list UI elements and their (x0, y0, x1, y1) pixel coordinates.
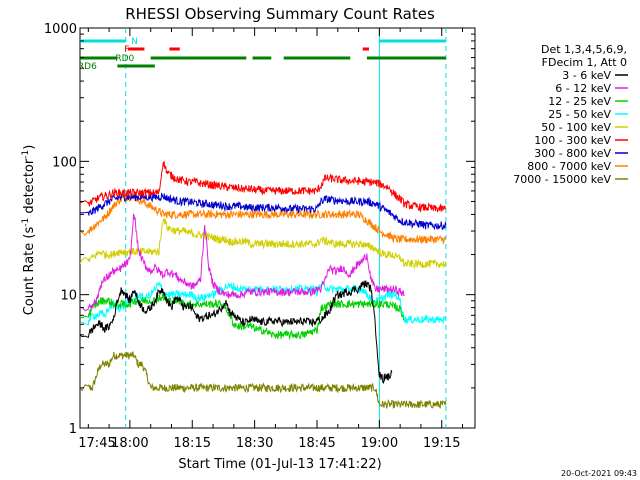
series-line-7000-15000-kev (80, 351, 447, 409)
legend-label-25-50-kev: 25 - 50 keV (548, 108, 611, 121)
x-tick-label-1900: 19:00 (361, 436, 398, 451)
legend-label-50-100-kev: 50 - 100 keV (541, 121, 611, 134)
state-label-rd6: RD6 (78, 62, 97, 72)
x-tick-label-1815: 18:15 (174, 436, 211, 451)
x-tick-label-1745: 17:45 (78, 436, 115, 451)
y-tick-label-1: 1 (69, 422, 77, 437)
series-line-3-6-kev (80, 280, 393, 384)
series-line-50-100-kev (80, 218, 447, 269)
legend-label-12-25-kev: 12 - 25 keV (548, 95, 611, 108)
timestamp: 20-Oct-2021 09:43 (561, 469, 637, 478)
legend-header-0: Det 1,3,4,5,6,9, (541, 43, 627, 56)
series-line-300-800-kev (80, 191, 447, 231)
x-tick-label-1845: 18:45 (298, 436, 335, 451)
legend-label-800-7000-kev: 800 - 7000 keV (527, 160, 611, 173)
legend-header-1: FDecim 1, Att 0 (542, 56, 627, 69)
y-axis-label: Count Rate (s-1 detector-1) (21, 145, 37, 316)
x-axis-label: Start Time (01-Jul-13 17:41:22) (178, 457, 381, 472)
legend-label-3-6-kev: 3 - 6 keV (562, 69, 611, 82)
legend-label-6-12-kev: 6 - 12 keV (555, 82, 611, 95)
legend-label-100-300-kev: 100 - 300 keV (534, 134, 611, 147)
y-tick-label-10: 10 (60, 289, 77, 304)
state-label-f: F (124, 45, 129, 55)
series-line-6-12-kev (80, 213, 405, 312)
series-line-800-7000-kev (80, 192, 447, 245)
x-tick-label-1800: 18:00 (111, 436, 148, 451)
legend: Det 1,3,4,5,6,9,FDecim 1, Att 03 - 6 keV… (513, 43, 628, 186)
plot-frame (79, 27, 476, 429)
legend-label-7000-15000-kev: 7000 - 15000 keV (513, 173, 611, 186)
state-label-rd0: RD0 (115, 54, 134, 64)
x-tick-label-1915: 19:15 (423, 436, 460, 451)
legend-label-300-800-kev: 300 - 800 keV (534, 147, 611, 160)
state-label-n: N (131, 37, 138, 47)
x-tick-label-1830: 18:30 (236, 436, 273, 451)
series-line-100-300-kev (80, 160, 446, 213)
y-tick-label-1000: 1000 (44, 22, 77, 37)
y-tick-label-100: 100 (52, 155, 77, 170)
chart-title: RHESSI Observing Summary Count Rates (125, 5, 435, 23)
